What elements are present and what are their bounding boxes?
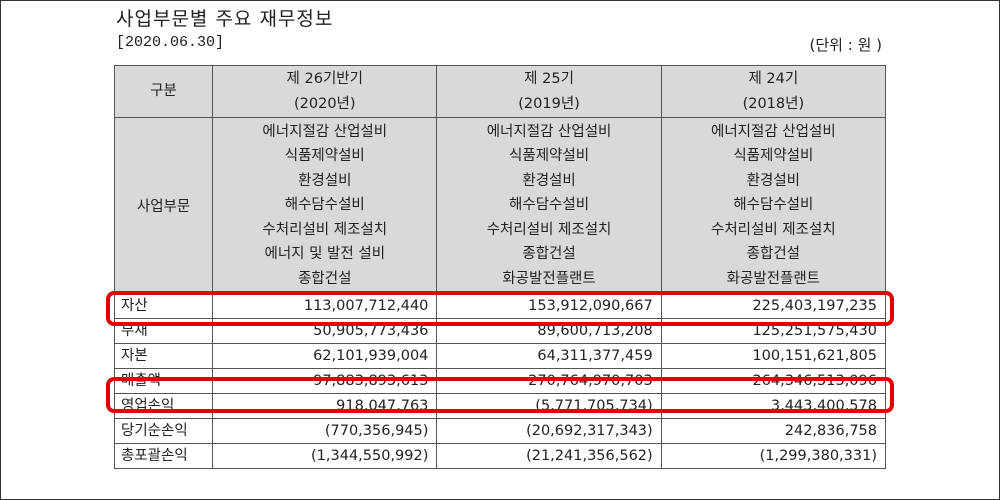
business-item: 에너지절감 산업설비	[486, 123, 612, 140]
business-label: 사업부문	[113, 117, 214, 294]
business-item: 해수담수설비	[509, 197, 590, 214]
business-item: 화공발전플랜트	[726, 270, 821, 287]
business-item: 환경설비	[746, 172, 801, 189]
business-item: 해수담수설비	[284, 197, 365, 214]
row-value: 225,403,197,235	[660, 293, 887, 319]
period-name: 제 26기반기	[286, 70, 363, 87]
business-item: 에너지 및 발전 설비	[264, 246, 386, 263]
row-value: 100,151,621,805	[660, 343, 887, 369]
row-label: 자본	[113, 343, 214, 369]
table-row: 영업손익 918,047,763 (5,771,705,734) 3,443,400,…	[113, 393, 887, 419]
business-item: 환경설비	[522, 172, 576, 189]
page-title: 사업부문별 주요 재무정보	[116, 8, 334, 30]
financial-table: 구분 제 26기반기 (2020년) 제 25기 (2019년) 제 24기 (…	[113, 65, 887, 469]
row-value: 242,836,758	[660, 418, 887, 444]
business-item: 수처리설비 제조설치	[486, 221, 612, 238]
row-value: (20,692,317,343)	[436, 418, 662, 444]
table-row: 당기순손익 (770,356,945) (20,692,317,343) 242,83…	[113, 418, 887, 444]
row-value: (21,241,356,562)	[436, 443, 662, 469]
business-item: 화공발전플랜트	[502, 270, 596, 287]
period-year: (2020년)	[293, 95, 356, 112]
row-value: 918,047,763	[212, 393, 438, 419]
period-year: (2019년)	[518, 95, 580, 112]
table-row: 자산 113,007,712,440 153,912,090,667 225,403,…	[113, 293, 887, 319]
business-item: 수처리설비 제조설치	[711, 221, 836, 238]
row-label: 총포괄손익	[113, 443, 214, 469]
header-row: 구분 제 26기반기 (2020년) 제 25기 (2019년) 제 24기 (…	[113, 65, 887, 118]
table-row: 총포괄손익 (1,344,550,992) (21,241,356,562) (1,2…	[113, 443, 887, 469]
business-item: 에너지절감 산업설비	[711, 123, 836, 140]
highlight-revenue-row	[106, 377, 894, 413]
highlight-assets-row	[106, 291, 894, 326]
business-item: 종합건설	[522, 246, 576, 263]
business-item: 수처리설비 제조설치	[262, 221, 388, 238]
header-label: 구분	[113, 65, 214, 118]
business-item: 식품제약설비	[733, 148, 814, 165]
header-period: 제 24기 (2018년)	[660, 65, 887, 118]
business-item: 종합건설	[298, 270, 352, 287]
row-value: 64,311,377,459	[436, 343, 662, 369]
report-date: [2020.06.30]	[116, 34, 225, 51]
unit-label: (단위 : 원 )	[809, 36, 882, 54]
period-name: 제 25기	[524, 70, 574, 87]
row-value: 62,101,939,004	[212, 343, 438, 369]
row-value: (1,344,550,992)	[212, 443, 438, 469]
period-year: (2018년)	[742, 95, 805, 112]
row-label: 당기순손익	[113, 418, 214, 444]
business-item: 식품제약설비	[509, 148, 590, 165]
business-item: 환경설비	[298, 172, 352, 189]
row-value: (1,299,380,331)	[660, 443, 887, 469]
period-name: 제 24기	[748, 70, 799, 87]
table-row: 자본 62,101,939,004 64,311,377,459 100,151,62…	[113, 343, 887, 369]
business-item: 에너지절감 산업설비	[262, 123, 388, 140]
row-value: (770,356,945)	[212, 418, 438, 444]
header-period: 제 25기 (2019년)	[436, 65, 662, 118]
header-period: 제 26기반기 (2020년)	[212, 65, 438, 118]
business-item: 식품제약설비	[284, 148, 365, 165]
business-item: 종합건설	[746, 246, 801, 263]
business-item: 해수담수설비	[733, 197, 814, 214]
